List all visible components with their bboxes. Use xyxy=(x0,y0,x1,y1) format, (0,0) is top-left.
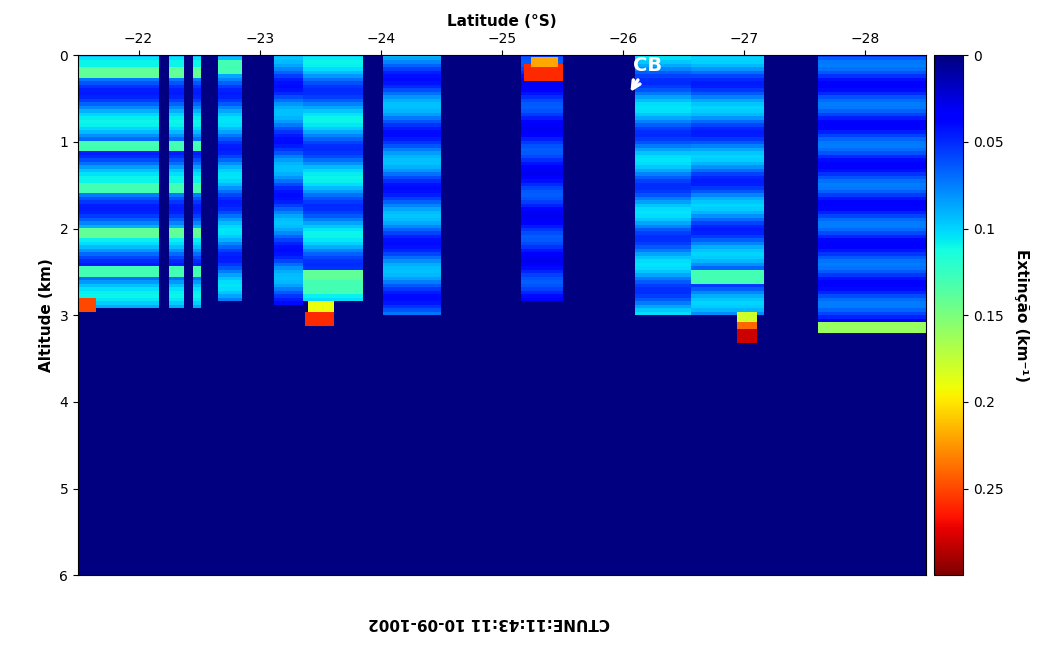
Y-axis label: Altitude (km): Altitude (km) xyxy=(38,258,54,372)
Text: CB: CB xyxy=(632,56,661,88)
X-axis label: Latitude (°S): Latitude (°S) xyxy=(447,14,556,29)
Y-axis label: Extinção (km⁻¹): Extinção (km⁻¹) xyxy=(1014,249,1029,382)
Text: CTUNE:11:43:11 10-09-1002: CTUNE:11:43:11 10-09-1002 xyxy=(368,616,609,630)
